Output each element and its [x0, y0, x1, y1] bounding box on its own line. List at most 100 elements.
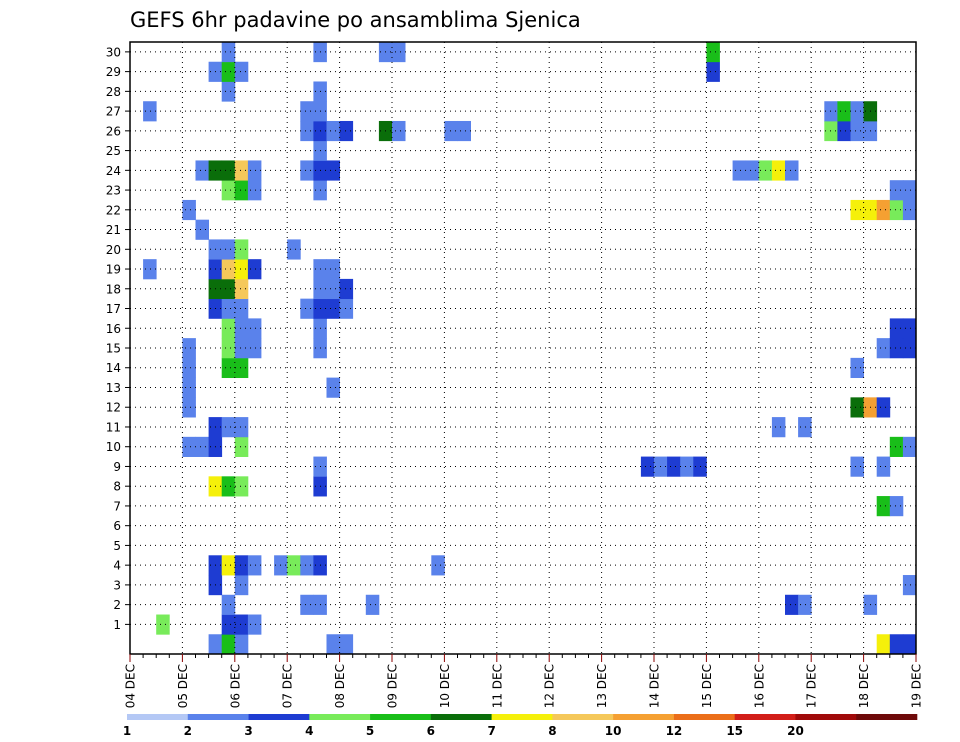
- colorbar-segment: [856, 714, 918, 720]
- colorbar-label: 20: [787, 724, 804, 738]
- heatmap-cell: [667, 456, 681, 477]
- heatmap-cell: [287, 239, 301, 260]
- grid-lines: [130, 42, 916, 654]
- heatmap-cell: [247, 338, 262, 359]
- heatmap-cell: [902, 180, 917, 201]
- heatmap-cell: [300, 160, 314, 181]
- heatmap-cell: [785, 594, 799, 615]
- y-tick-label: 6: [113, 519, 121, 533]
- y-tick-label: 10: [106, 440, 121, 454]
- heatmap-cell: [182, 338, 196, 359]
- heatmap-cell: [771, 160, 786, 181]
- heatmap-cell: [156, 614, 170, 635]
- heatmap-cell: [785, 160, 799, 181]
- heatmap-cell: [339, 278, 354, 300]
- heatmap-cell: [221, 259, 236, 280]
- chart-title: GEFS 6hr padavine po ansamblima Sjenica: [130, 8, 581, 32]
- y-tick-label: 19: [106, 263, 121, 277]
- colorbar-segment: [491, 714, 553, 720]
- heatmap-cell: [221, 614, 236, 635]
- heatmap-cell: [300, 298, 314, 319]
- colorbar-segment: [127, 714, 189, 720]
- heatmap-cell: [221, 42, 236, 63]
- heatmap-cell: [195, 160, 209, 181]
- heatmap-cell: [221, 160, 236, 181]
- heatmap-cell: [326, 160, 340, 181]
- heatmap-cell: [234, 298, 249, 319]
- heatmap-cell: [850, 357, 864, 379]
- heatmap-cell: [234, 259, 249, 280]
- colorbar-legend: 1 2 3 4 5 6 7 8 10 12 15 20: [123, 714, 918, 738]
- x-tick-label: 07 DEC: [281, 664, 295, 708]
- colorbar-segment: [248, 714, 310, 720]
- heatmap-cell: [234, 476, 249, 497]
- heatmap-cell: [457, 120, 471, 142]
- heatmap-cell: [221, 338, 236, 359]
- heatmap-cell: [326, 120, 340, 142]
- y-tick-label: 12: [106, 401, 121, 415]
- heatmap-cell: [221, 318, 236, 339]
- y-tick-label: 4: [113, 559, 121, 573]
- y-tick-label: 9: [113, 460, 121, 474]
- heatmap-cell: [902, 575, 917, 596]
- heatmap-cell: [195, 436, 209, 457]
- heatmap-cell: [902, 634, 917, 655]
- x-tick-label: 18 DEC: [857, 664, 871, 708]
- heatmap-cell: [247, 259, 262, 280]
- y-tick-label: 5: [113, 539, 121, 553]
- heatmap-cell: [392, 42, 406, 63]
- colorbar-segment: [673, 714, 735, 720]
- y-tick-label: 3: [113, 578, 121, 592]
- heatmap-cell: [339, 120, 354, 142]
- heatmap-cell: [850, 101, 864, 122]
- heatmap-cell: [221, 594, 236, 615]
- heatmap-cell: [182, 436, 196, 457]
- heatmap-cell: [339, 298, 354, 319]
- y-tick-label: 8: [113, 480, 121, 494]
- heatmap-cell: [221, 180, 236, 201]
- x-tick-label: 10 DEC: [438, 664, 452, 708]
- heatmap-cell: [234, 357, 249, 379]
- colorbar-segment: [370, 714, 432, 720]
- heatmap-cell: [824, 120, 838, 142]
- heatmap-cell: [850, 456, 864, 477]
- x-tick-label: 17 DEC: [805, 664, 819, 708]
- y-tick-label: 21: [106, 223, 121, 237]
- heatmap-cell: [221, 634, 236, 655]
- y-tick-label: 27: [106, 105, 121, 119]
- y-tick-label: 28: [106, 85, 121, 99]
- heatmap-cell: [221, 357, 236, 379]
- heatmap-cell: [326, 278, 340, 300]
- y-tick-label: 11: [106, 420, 121, 434]
- heatmap-cell: [221, 417, 236, 438]
- heatmap-cell: [431, 555, 445, 576]
- heatmap-cell: [208, 634, 223, 655]
- heatmap-cell: [902, 436, 917, 457]
- x-tick-label: 16 DEC: [752, 664, 766, 708]
- heatmap-cell: [889, 496, 904, 517]
- heatmap-cell: [300, 120, 314, 142]
- heatmap-cell: [876, 199, 891, 221]
- heatmap-cell: [182, 377, 196, 398]
- heatmap-cell: [247, 555, 262, 576]
- heatmap-cell: [234, 614, 249, 635]
- axes: 1234567891011121314151617181920212223242…: [106, 41, 924, 708]
- y-tick-label: 24: [106, 164, 121, 178]
- heatmap-cell: [221, 61, 236, 82]
- colorbar-segment: [552, 714, 614, 720]
- heatmap-cell: [850, 397, 864, 418]
- heatmap-cell: [889, 318, 904, 339]
- heatmap-cell: [837, 101, 851, 122]
- colorbar-segment: [430, 714, 492, 720]
- heatmap-cell: [234, 338, 249, 359]
- heatmap-cell: [837, 120, 851, 142]
- heatmap-cell: [143, 101, 157, 122]
- heatmap-cell: [326, 377, 340, 398]
- x-tick-label: 19 DEC: [910, 664, 924, 708]
- colorbar-label: 3: [244, 724, 252, 738]
- heatmap-cell: [876, 338, 891, 359]
- colorbar-label: 2: [184, 724, 192, 738]
- heatmap-cell: [300, 101, 314, 122]
- heatmap-cell: [221, 555, 236, 576]
